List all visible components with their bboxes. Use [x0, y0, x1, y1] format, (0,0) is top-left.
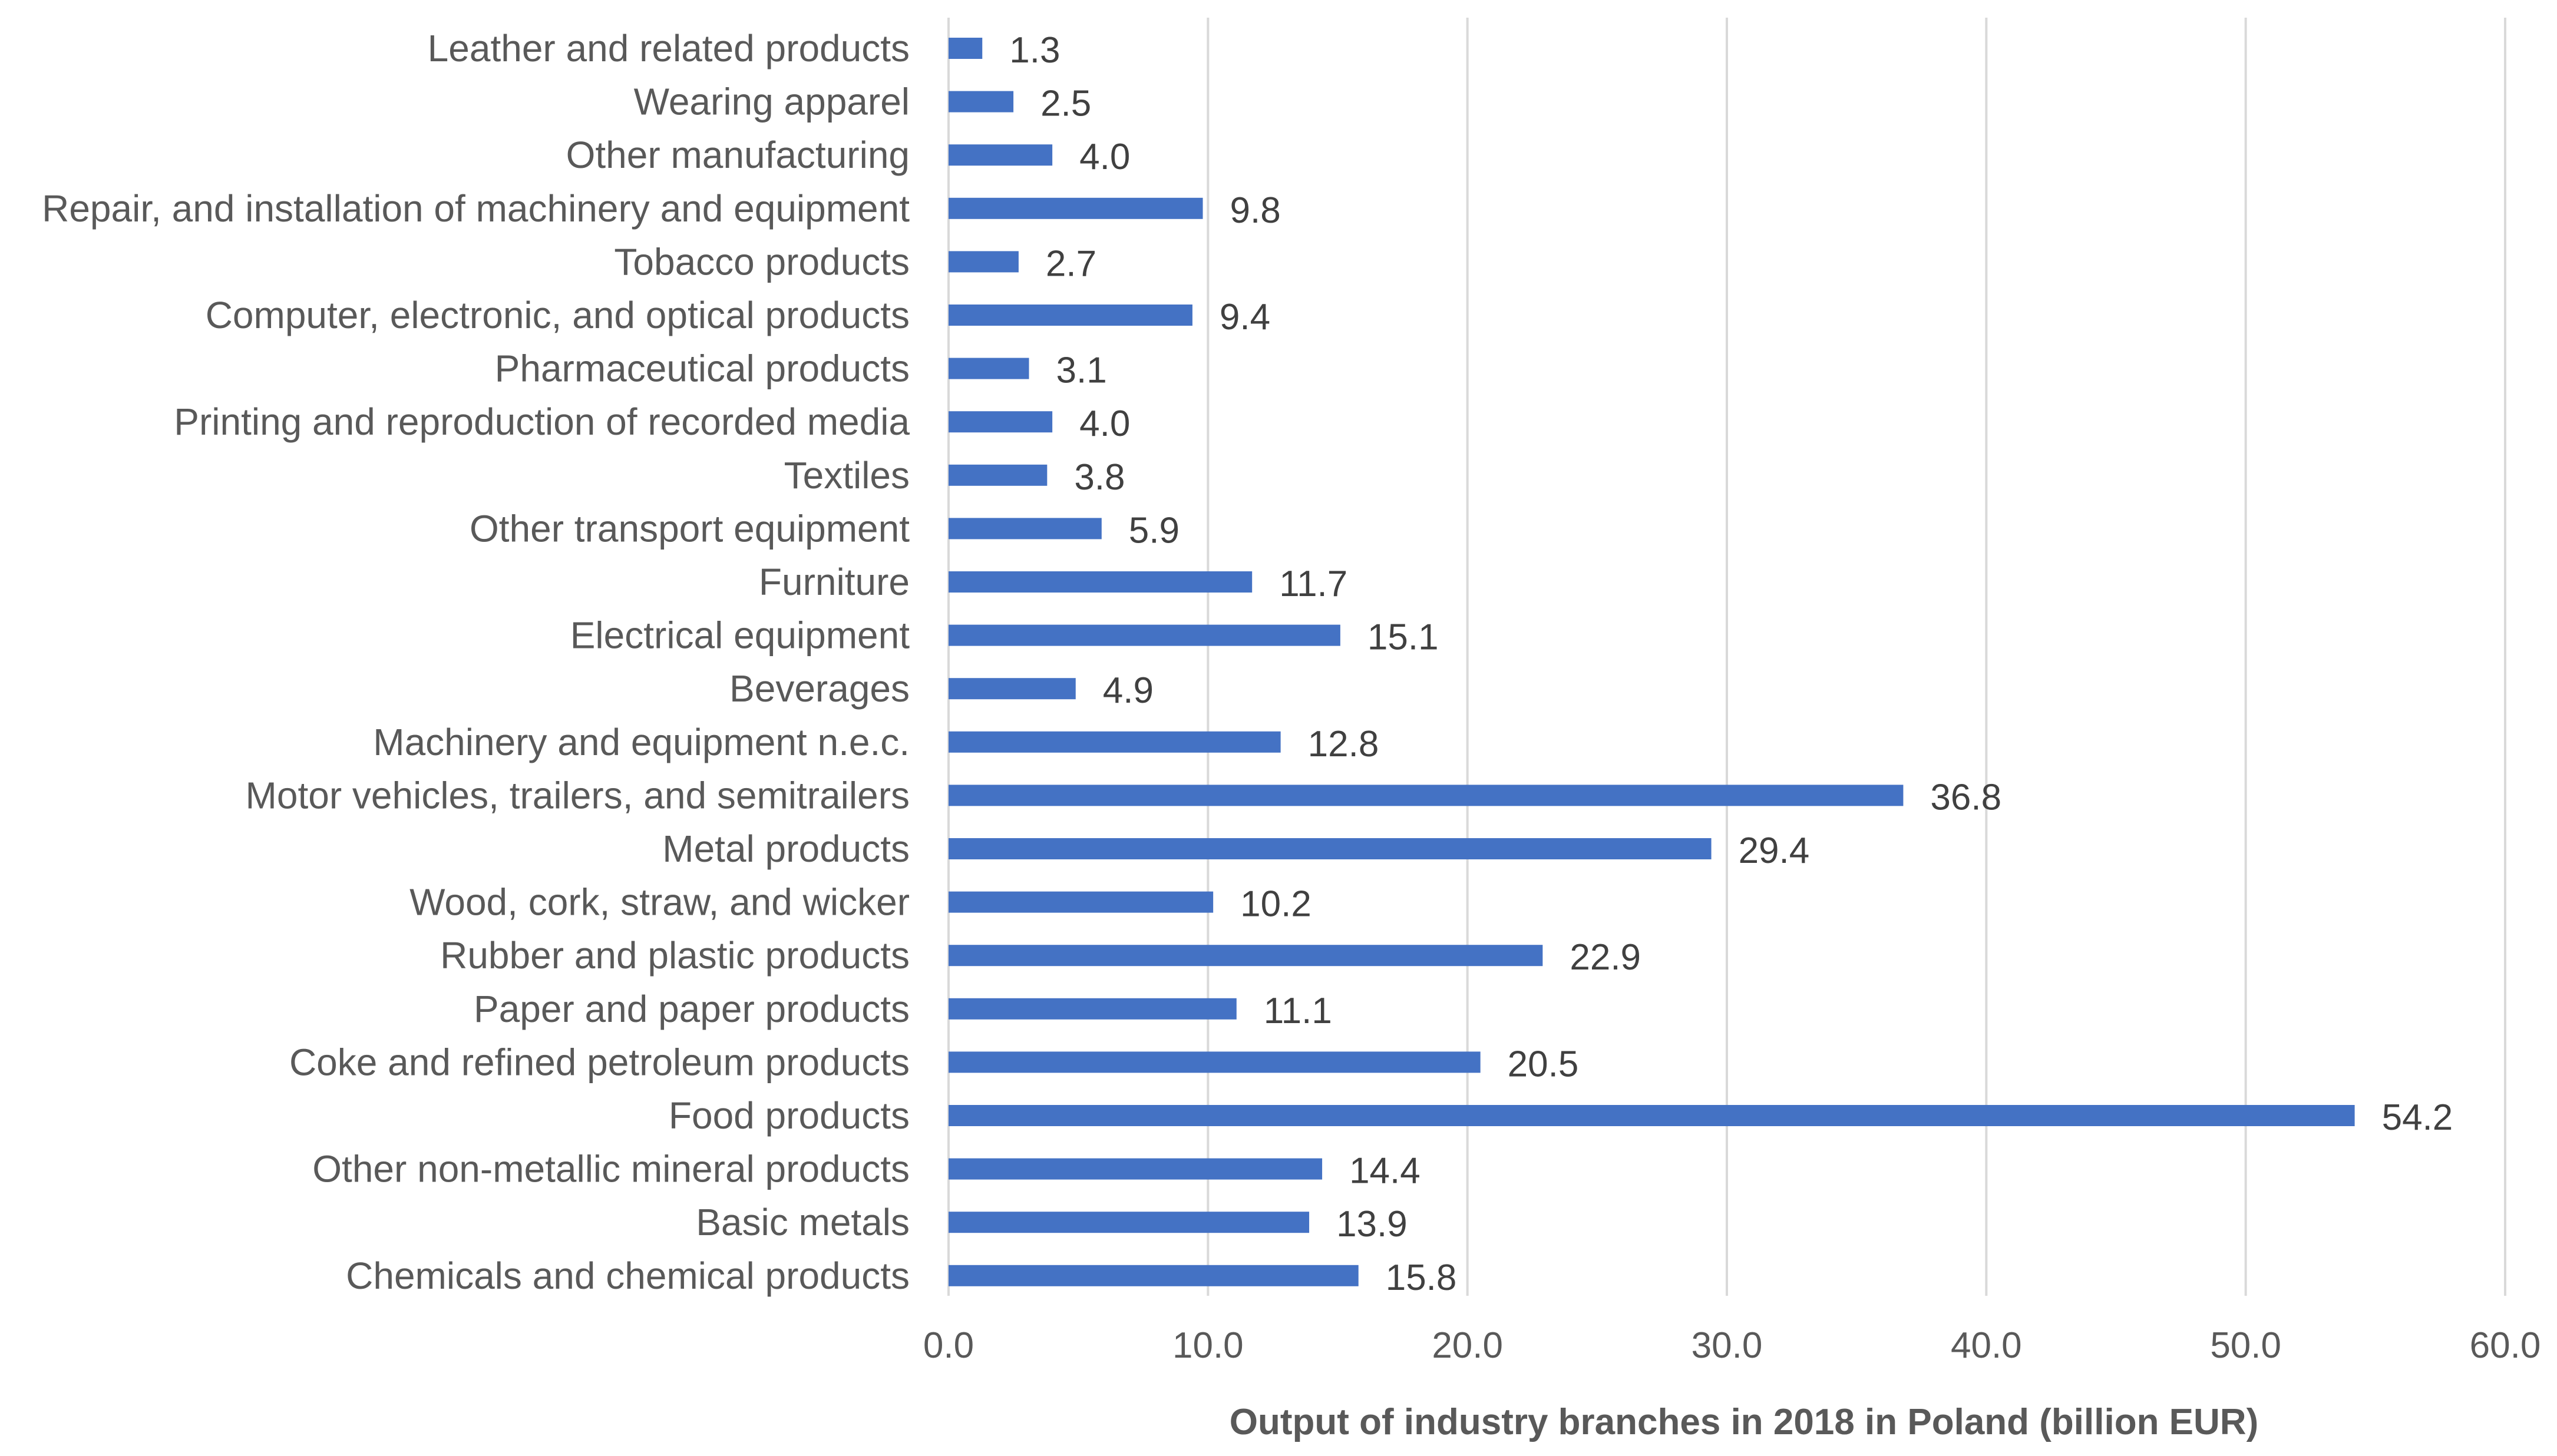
- data-label: 2.5: [1040, 84, 1091, 124]
- category-label: Printing and reproduction of recorded me…: [174, 401, 910, 443]
- category-label: Coke and refined petroleum products: [289, 1041, 910, 1083]
- bar: [949, 91, 1014, 112]
- bar: [949, 144, 1053, 166]
- bar: [949, 1212, 1310, 1233]
- data-label: 9.4: [1220, 297, 1270, 337]
- bar: [949, 1105, 2355, 1126]
- category-label: Paper and paper products: [474, 988, 910, 1030]
- data-label: 29.4: [1739, 830, 1810, 871]
- bar: [949, 305, 1192, 326]
- bar: [949, 998, 1237, 1020]
- data-label: 1.3: [1009, 30, 1060, 71]
- data-label: 22.9: [1570, 937, 1641, 978]
- category-label: Food products: [669, 1094, 910, 1137]
- bar: [949, 358, 1029, 379]
- bar: [949, 518, 1102, 540]
- category-label: Machinery and equipment n.e.c.: [373, 721, 910, 763]
- data-label: 4.9: [1103, 670, 1154, 711]
- category-label: Electrical equipment: [570, 614, 910, 657]
- data-label: 3.8: [1074, 457, 1125, 498]
- bar: [949, 785, 1904, 806]
- data-label: 54.2: [2382, 1097, 2453, 1138]
- bars: [949, 38, 2355, 1286]
- data-label: 36.8: [1930, 777, 2001, 818]
- data-label: 4.0: [1079, 137, 1130, 177]
- data-label: 4.0: [1079, 403, 1130, 444]
- category-label: Furniture: [759, 561, 910, 603]
- x-tick-label: 0.0: [923, 1325, 974, 1366]
- bar: [949, 38, 983, 59]
- category-label: Basic metals: [696, 1201, 910, 1243]
- bar: [949, 891, 1214, 913]
- category-label: Rubber and plastic products: [440, 934, 910, 977]
- data-label: 15.8: [1386, 1258, 1457, 1298]
- category-label: Wearing apparel: [634, 81, 910, 123]
- category-label: Computer, electronic, and optical produc…: [206, 294, 910, 336]
- category-label: Other transport equipment: [470, 507, 910, 550]
- x-axis-title: Output of industry branches in 2018 in P…: [1230, 1402, 2258, 1442]
- category-label: Metal products: [662, 828, 910, 870]
- bar: [949, 571, 1253, 593]
- bar: [949, 731, 1281, 753]
- category-label: Tobacco products: [614, 240, 910, 283]
- x-tick-labels: 0.0 10.0 20.0 30.0 40.0 50.0 60.0: [923, 1325, 2541, 1366]
- x-tick-label: 40.0: [1951, 1325, 2022, 1366]
- grid-lines: [947, 18, 2506, 1296]
- x-tick-label: 60.0: [2470, 1325, 2541, 1366]
- category-label: Chemicals and chemical products: [346, 1255, 910, 1297]
- bar: [949, 624, 1340, 646]
- category-label: Other non-metallic mineral products: [312, 1148, 910, 1190]
- data-label: 11.1: [1264, 991, 1332, 1031]
- bar: [949, 1265, 1359, 1286]
- x-tick-label: 30.0: [1692, 1325, 1763, 1366]
- x-tick-label: 50.0: [2210, 1325, 2281, 1366]
- data-label: 12.8: [1308, 724, 1379, 765]
- data-label: 13.9: [1336, 1204, 1408, 1245]
- bar: [949, 251, 1019, 273]
- category-label: Leather and related products: [428, 27, 910, 70]
- data-label: 9.8: [1230, 190, 1281, 231]
- data-labels: 1.3 2.5 4.0 9.8 2.7 9.4 3.1 4.0 3.85.9 11.7 15.1 4.…: [1009, 30, 2453, 1298]
- bar: [949, 197, 1203, 219]
- category-label: Textiles: [784, 454, 910, 497]
- bar: [949, 838, 1712, 859]
- category-labels: Leather and related products Wearing appa…: [42, 27, 910, 1297]
- bar: [949, 1051, 1481, 1073]
- data-label: 10.2: [1240, 884, 1311, 925]
- data-label: 2.7: [1046, 243, 1096, 284]
- data-label: 5.9: [1129, 510, 1180, 551]
- x-tick-label: 10.0: [1172, 1325, 1244, 1366]
- category-label: Beverages: [729, 667, 910, 710]
- bar: [949, 411, 1053, 433]
- data-label: 15.1: [1367, 617, 1439, 658]
- category-label: Motor vehicles, trailers, and semitraile…: [246, 774, 910, 816]
- data-label: 20.5: [1508, 1044, 1579, 1084]
- category-label: Other manufacturing: [566, 134, 910, 176]
- bar: [949, 945, 1543, 967]
- x-tick-label: 20.0: [1432, 1325, 1503, 1366]
- category-label: Repair, and installation of machinery an…: [42, 187, 910, 230]
- category-label: Pharmaceutical products: [495, 348, 910, 390]
- category-label: Wood, cork, straw, and wicker: [409, 881, 910, 924]
- bar: [949, 1158, 1323, 1180]
- data-label: 14.4: [1349, 1151, 1420, 1192]
- bar: [949, 464, 1048, 486]
- data-label: 3.1: [1056, 350, 1107, 391]
- data-label: 11.7: [1279, 564, 1347, 604]
- bar: [949, 678, 1076, 700]
